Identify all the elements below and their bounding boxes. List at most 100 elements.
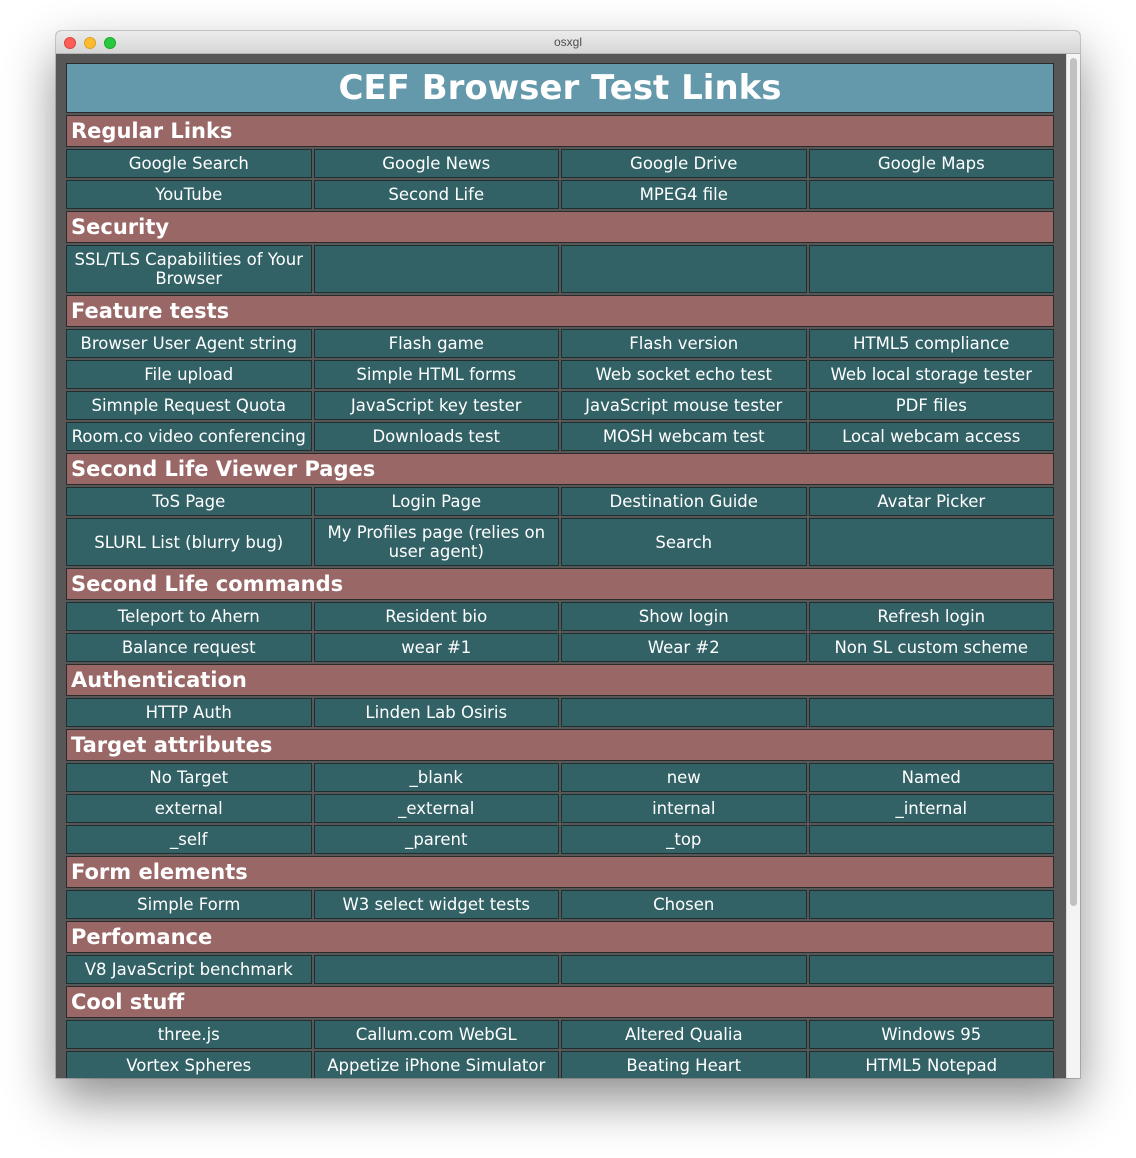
link-flash-version[interactable]: Flash version [561, 329, 807, 358]
link-row: external _external internal _internal [66, 794, 1054, 823]
link-html5-compliance[interactable]: HTML5 compliance [808, 329, 1054, 358]
link-mpeg4-file[interactable]: MPEG4 file [561, 180, 807, 209]
section-header-second-life-commands: Second Life commands [66, 568, 1054, 600]
link-search[interactable]: Search [561, 518, 807, 566]
link-row: Google Search Google News Google Drive Goog… [66, 149, 1054, 178]
link-file-upload[interactable]: File upload [66, 360, 312, 389]
link-web-socket-echo-test[interactable]: Web socket echo test [561, 360, 807, 389]
link-linden-lab-osiris[interactable]: Linden Lab Osiris [313, 698, 559, 727]
link-slurl-list-blurry-bug[interactable]: SLURL List (blurry bug) [66, 518, 312, 566]
link-balance-request[interactable]: Balance request [66, 633, 312, 662]
section-header-regular-links: Regular Links [66, 115, 1054, 147]
link-simnple-request-quota[interactable]: Simnple Request Quota [66, 391, 312, 420]
link-javascript-mouse-tester[interactable]: JavaScript mouse tester [561, 391, 807, 420]
link-browser-user-agent-string[interactable]: Browser User Agent string [66, 329, 312, 358]
link-row: HTTP Auth Linden Lab Osiris [66, 698, 1054, 727]
link-w3-select-widget-tests[interactable]: W3 select widget tests [313, 890, 559, 919]
browser-window: osxgl CEF Browser Test Links Regular Lin… [56, 31, 1080, 1078]
link-refresh-login[interactable]: Refresh login [808, 602, 1054, 631]
link-downloads-test[interactable]: Downloads test [313, 422, 559, 451]
link-mosh-webcam-test[interactable]: MOSH webcam test [561, 422, 807, 451]
link-google-drive[interactable]: Google Drive [561, 149, 807, 178]
link-avatar-picker[interactable]: Avatar Picker [808, 487, 1054, 516]
link-pdf-files[interactable]: PDF files [808, 391, 1054, 420]
link-non-sl-custom-scheme[interactable]: Non SL custom scheme [808, 633, 1054, 662]
link-parent[interactable]: _parent [313, 825, 559, 854]
link-google-search[interactable]: Google Search [66, 149, 312, 178]
link-row: No Target _blank new Named [66, 763, 1054, 792]
link-row: Room.co video conferencing Downloads test… [66, 422, 1054, 451]
link-row: Simple Form W3 select widget tests Chosen [66, 890, 1054, 919]
empty-cell [808, 518, 1054, 566]
minimize-window-button[interactable] [84, 37, 96, 49]
zoom-window-button[interactable] [104, 37, 116, 49]
empty-cell [808, 890, 1054, 919]
link-web-local-storage-tester[interactable]: Web local storage tester [808, 360, 1054, 389]
link-second-life[interactable]: Second Life [313, 180, 559, 209]
link-external[interactable]: _external [313, 794, 559, 823]
link-vortex-spheres[interactable]: Vortex Spheres [66, 1051, 312, 1078]
link-new[interactable]: new [561, 763, 807, 792]
link-wear-2[interactable]: Wear #2 [561, 633, 807, 662]
sections-container: Regular Links Google Search Google News Goo… [66, 115, 1054, 1078]
link-row: File upload Simple HTML forms Web socket e… [66, 360, 1054, 389]
section-header-feature-tests: Feature tests [66, 295, 1054, 327]
page-title: CEF Browser Test Links [66, 63, 1054, 113]
link-named[interactable]: Named [808, 763, 1054, 792]
link-wear-1[interactable]: wear #1 [313, 633, 559, 662]
link-top[interactable]: _top [561, 825, 807, 854]
link-my-profiles-page-relies-on-user-agent[interactable]: My Profiles page (relies on user agent) [313, 518, 559, 566]
empty-cell [808, 245, 1054, 293]
link-callum-com-webgl[interactable]: Callum.com WebGL [313, 1020, 559, 1049]
link-blank[interactable]: _blank [313, 763, 559, 792]
link-login-page[interactable]: Login Page [313, 487, 559, 516]
link-row: YouTube Second Life MPEG4 file [66, 180, 1054, 209]
link-simple-form[interactable]: Simple Form [66, 890, 312, 919]
empty-cell [808, 955, 1054, 984]
link-altered-qualia[interactable]: Altered Qualia [561, 1020, 807, 1049]
link-room-co-video-conferencing[interactable]: Room.co video conferencing [66, 422, 312, 451]
scrollbar-thumb[interactable] [1070, 58, 1077, 906]
link-row: three.js Callum.com WebGL Altered Qualia Wi… [66, 1020, 1054, 1049]
link-appetize-iphone-simulator[interactable]: Appetize iPhone Simulator [313, 1051, 559, 1078]
close-window-button[interactable] [64, 37, 76, 49]
link-row: Browser User Agent string Flash game Flash… [66, 329, 1054, 358]
link-self[interactable]: _self [66, 825, 312, 854]
empty-cell [561, 955, 807, 984]
link-http-auth[interactable]: HTTP Auth [66, 698, 312, 727]
link-beating-heart[interactable]: Beating Heart [561, 1051, 807, 1078]
link-teleport-to-ahern[interactable]: Teleport to Ahern [66, 602, 312, 631]
empty-cell [561, 698, 807, 727]
link-resident-bio[interactable]: Resident bio [313, 602, 559, 631]
link-chosen[interactable]: Chosen [561, 890, 807, 919]
link-internal[interactable]: _internal [808, 794, 1054, 823]
link-row: _self _parent _top [66, 825, 1054, 854]
link-local-webcam-access[interactable]: Local webcam access [808, 422, 1054, 451]
link-internal[interactable]: internal [561, 794, 807, 823]
link-external[interactable]: external [66, 794, 312, 823]
section-header-second-life-viewer-pages: Second Life Viewer Pages [66, 453, 1054, 485]
link-flash-game[interactable]: Flash game [313, 329, 559, 358]
link-row: Vortex Spheres Appetize iPhone Simulator B… [66, 1051, 1054, 1078]
link-destination-guide[interactable]: Destination Guide [561, 487, 807, 516]
link-no-target[interactable]: No Target [66, 763, 312, 792]
link-three-js[interactable]: three.js [66, 1020, 312, 1049]
link-google-news[interactable]: Google News [313, 149, 559, 178]
empty-cell [808, 825, 1054, 854]
title-bar[interactable]: osxgl [56, 31, 1080, 54]
link-ssl-tls-capabilities-of-your-browser[interactable]: SSL/TLS Capabilities of Your Browser [66, 245, 312, 293]
link-simple-html-forms[interactable]: Simple HTML forms [313, 360, 559, 389]
link-row: ToS Page Login Page Destination Guide Avata… [66, 487, 1054, 516]
link-youtube[interactable]: YouTube [66, 180, 312, 209]
section-header-authentication: Authentication [66, 664, 1054, 696]
link-v8-javascript-benchmark[interactable]: V8 JavaScript benchmark [66, 955, 312, 984]
link-google-maps[interactable]: Google Maps [808, 149, 1054, 178]
vertical-scrollbar[interactable] [1066, 54, 1080, 1078]
section-header-form-elements: Form elements [66, 856, 1054, 888]
link-show-login[interactable]: Show login [561, 602, 807, 631]
link-html5-notepad[interactable]: HTML5 Notepad [808, 1051, 1054, 1078]
link-windows-95[interactable]: Windows 95 [808, 1020, 1054, 1049]
link-row: SLURL List (blurry bug) My Profiles page … [66, 518, 1054, 566]
link-tos-page[interactable]: ToS Page [66, 487, 312, 516]
link-javascript-key-tester[interactable]: JavaScript key tester [313, 391, 559, 420]
